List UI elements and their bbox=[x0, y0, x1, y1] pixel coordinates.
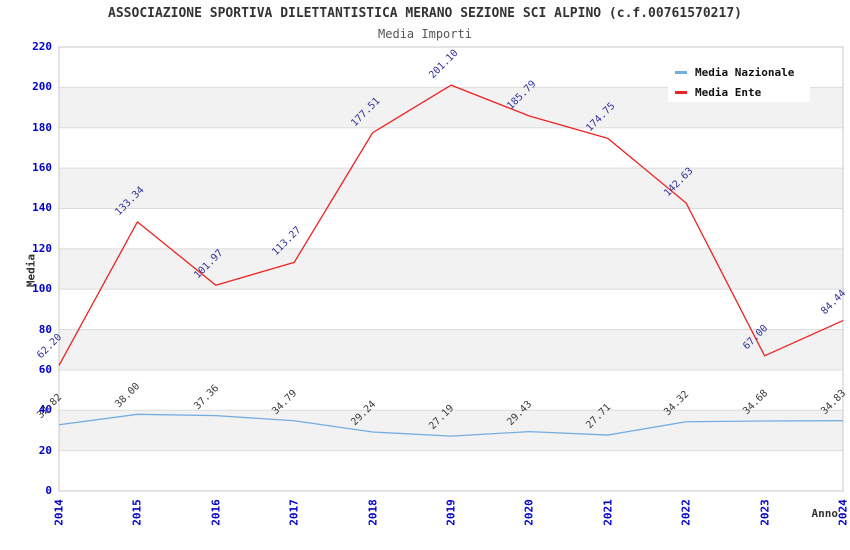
x-tick-label: 2020 bbox=[522, 499, 536, 526]
legend: Media Nazionale Media Ente bbox=[668, 58, 810, 102]
x-tick-label: 2016 bbox=[209, 499, 223, 526]
chart-subtitle: Media Importi bbox=[378, 27, 472, 41]
x-tick-label: 2024 bbox=[836, 499, 850, 526]
x-tick-label: 2021 bbox=[601, 499, 615, 526]
legend-item: Media Nazionale bbox=[675, 62, 810, 82]
chart-title: ASSOCIAZIONE SPORTIVA DILETTANTISTICA ME… bbox=[108, 6, 742, 21]
y-tick-label: 80 bbox=[38, 322, 52, 336]
y-tick-label: 120 bbox=[32, 241, 52, 255]
x-tick-label: 2014 bbox=[52, 499, 66, 526]
y-tick-label: 100 bbox=[32, 282, 52, 296]
legend-label: Media Ente bbox=[695, 85, 762, 99]
y-tick-label: 200 bbox=[32, 80, 52, 94]
series-line-media-nazionale bbox=[58, 413, 844, 437]
band bbox=[59, 168, 843, 209]
legend-label: Media Nazionale bbox=[695, 65, 795, 79]
legend-item: Media Ente bbox=[675, 82, 810, 102]
y-tick-label: 40 bbox=[38, 403, 52, 417]
series-line-media-ente bbox=[58, 84, 844, 366]
y-tick-label: 60 bbox=[38, 362, 52, 376]
legend-line-icon bbox=[675, 70, 687, 74]
band bbox=[59, 248, 843, 290]
y-tick-label: 20 bbox=[38, 443, 52, 457]
y-axis-title: Media bbox=[24, 253, 38, 288]
y-tick-label: 160 bbox=[32, 161, 52, 175]
y-tick-label: 0 bbox=[45, 484, 52, 497]
x-tick-label: 2019 bbox=[444, 499, 458, 526]
x-axis-title: Anno bbox=[811, 507, 839, 520]
x-tick-label: 2017 bbox=[287, 499, 301, 526]
plot-border bbox=[58, 46, 844, 492]
x-tick-label: 2018 bbox=[366, 499, 380, 526]
y-tick-label: 140 bbox=[32, 201, 52, 215]
y-tick-label: 220 bbox=[32, 40, 52, 53]
x-tick-label: 2015 bbox=[130, 499, 144, 526]
band bbox=[59, 329, 843, 370]
x-tick-label: 2022 bbox=[679, 499, 693, 526]
y-tick-label: 180 bbox=[32, 120, 52, 134]
band bbox=[59, 410, 843, 451]
legend-line-icon bbox=[675, 90, 687, 94]
